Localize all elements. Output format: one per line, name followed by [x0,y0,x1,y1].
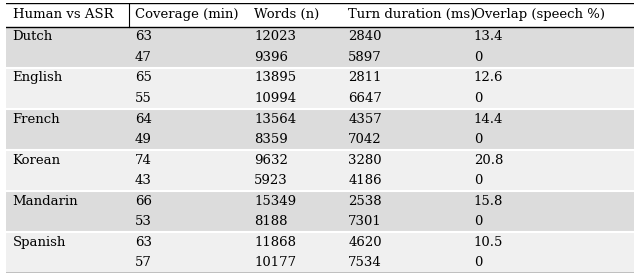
Text: 20.8: 20.8 [474,154,503,167]
Text: 65: 65 [135,71,152,84]
Text: 74: 74 [135,154,152,167]
Text: 15349: 15349 [254,195,296,208]
Text: 4357: 4357 [348,113,382,126]
Text: 14.4: 14.4 [474,113,503,126]
Bar [6,232,634,253]
Text: 43: 43 [135,174,152,187]
Bar [6,171,634,191]
Text: 0: 0 [474,215,482,228]
Text: 7042: 7042 [348,133,382,146]
Text: 7534: 7534 [348,256,382,269]
Text: 0: 0 [474,51,482,64]
Text: 5897: 5897 [348,51,382,64]
Bar [6,212,634,232]
Text: 57: 57 [135,256,152,269]
Text: Overlap (speech %): Overlap (speech %) [474,8,605,21]
Bar [6,88,634,109]
Text: 5923: 5923 [254,174,288,187]
Text: 53: 53 [135,215,152,228]
Text: 63: 63 [135,30,152,43]
Text: 2840: 2840 [348,30,381,43]
Text: Dutch: Dutch [13,30,53,43]
Bar [6,68,634,88]
Text: 0: 0 [474,174,482,187]
Text: 2538: 2538 [348,195,382,208]
Text: Spanish: Spanish [13,236,66,249]
Text: 4186: 4186 [348,174,382,187]
Text: 4620: 4620 [348,236,382,249]
Text: 3280: 3280 [348,154,382,167]
Text: 10994: 10994 [254,92,296,105]
Bar [6,129,634,150]
Bar [6,109,634,129]
Text: 2811: 2811 [348,71,381,84]
Text: 12.6: 12.6 [474,71,503,84]
Text: 55: 55 [135,92,152,105]
Bar [6,191,634,212]
Text: 49: 49 [135,133,152,146]
Text: 0: 0 [474,92,482,105]
Text: 47: 47 [135,51,152,64]
Text: Human vs ASR: Human vs ASR [13,8,113,21]
Text: 15.8: 15.8 [474,195,503,208]
Text: 8359: 8359 [254,133,288,146]
Text: 8188: 8188 [254,215,287,228]
Bar [6,253,634,273]
Bar [6,150,634,171]
Text: 9396: 9396 [254,51,288,64]
Text: 0: 0 [474,133,482,146]
Text: 10177: 10177 [254,256,296,269]
Bar [6,3,634,26]
Text: Words (n): Words (n) [254,8,319,21]
Text: English: English [13,71,63,84]
Bar [6,26,634,47]
Text: 13.4: 13.4 [474,30,503,43]
Text: 7301: 7301 [348,215,382,228]
Text: Coverage (min): Coverage (min) [135,8,239,21]
Text: 66: 66 [135,195,152,208]
Text: 12023: 12023 [254,30,296,43]
Text: 10.5: 10.5 [474,236,503,249]
Text: French: French [13,113,60,126]
Bar [6,47,634,68]
Text: 0: 0 [474,256,482,269]
Text: Turn duration (ms): Turn duration (ms) [348,8,476,21]
Text: 64: 64 [135,113,152,126]
Text: 6647: 6647 [348,92,382,105]
Text: Mandarin: Mandarin [13,195,78,208]
Text: 13895: 13895 [254,71,296,84]
Text: 9632: 9632 [254,154,288,167]
Text: 13564: 13564 [254,113,296,126]
Text: Korean: Korean [13,154,61,167]
Text: 63: 63 [135,236,152,249]
Text: 11868: 11868 [254,236,296,249]
